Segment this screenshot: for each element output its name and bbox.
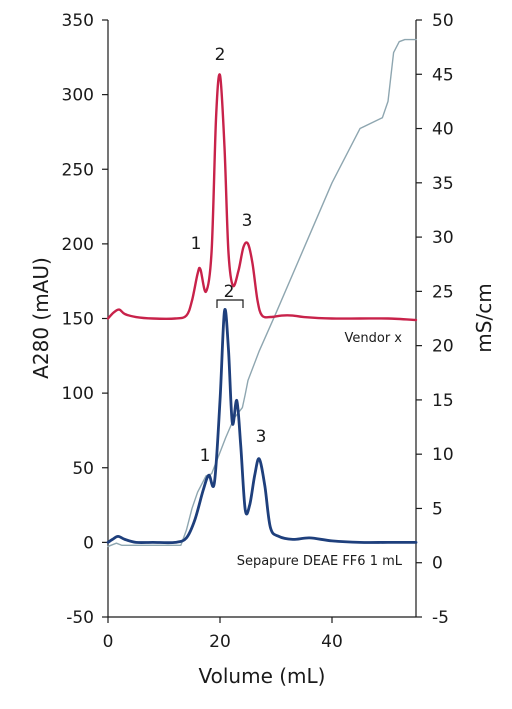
series-lines <box>106 38 418 548</box>
left-y-tick-label: 300 <box>62 86 94 106</box>
right-y-tick-label: 25 <box>432 282 454 302</box>
vendor-peak-3-label: 3 <box>242 211 253 231</box>
x-tick-label: 40 <box>321 632 343 652</box>
x-axis-title: Volume (mL) <box>199 664 326 688</box>
left-y-tick-label: 50 <box>72 459 94 479</box>
right-y-tick-label: 30 <box>432 228 454 248</box>
left-y-tick-label: 100 <box>62 384 94 404</box>
vendor-x-trace <box>106 73 418 322</box>
right-y-axis-title: mS/cm <box>472 283 496 352</box>
right-y-tick-label: 5 <box>432 499 443 519</box>
peak-2-bracket <box>216 299 244 308</box>
sepapure-series-label: Sepapure DEAE FF6 1 mL <box>237 554 403 569</box>
sepapure-peak-2-label: 2 <box>224 282 235 302</box>
left-y-tick-label: 0 <box>83 533 94 553</box>
left-y-axis-title: A280 (mAU) <box>29 257 53 379</box>
right-y-tick-label: 40 <box>432 120 454 140</box>
vendor-peak-2-label: 2 <box>215 45 226 65</box>
x-tick-label: 20 <box>209 632 231 652</box>
sepapure-peak-1-label: 1 <box>200 446 211 466</box>
right-y-tick-label: 15 <box>432 391 454 411</box>
left-y-tick-label: 350 <box>62 11 94 31</box>
right-y-tick-label: 45 <box>432 65 454 85</box>
x-tick-label: 0 <box>103 632 114 652</box>
left-y-tick-label: 200 <box>62 235 94 255</box>
sepapure-peak-3-label: 3 <box>256 427 267 447</box>
right-y-tick-label: 0 <box>432 554 443 574</box>
vendor-series-label: Vendor x <box>345 331 403 346</box>
left-y-tick-label: -50 <box>66 608 94 628</box>
right-y-tick-label: 35 <box>432 174 454 194</box>
left-y-tick-label: 250 <box>62 160 94 180</box>
sepapure-trace <box>106 307 418 545</box>
vendor-peak-1-label: 1 <box>191 234 202 254</box>
right-y-tick-label: 20 <box>432 337 454 357</box>
right-y-tick-label: -5 <box>432 608 449 628</box>
left-y-tick-label: 150 <box>62 310 94 330</box>
tick-marks: -50050100150200250300350-505101520253035… <box>62 11 454 652</box>
right-y-tick-label: 50 <box>432 11 454 31</box>
right-y-tick-label: 10 <box>432 445 454 465</box>
